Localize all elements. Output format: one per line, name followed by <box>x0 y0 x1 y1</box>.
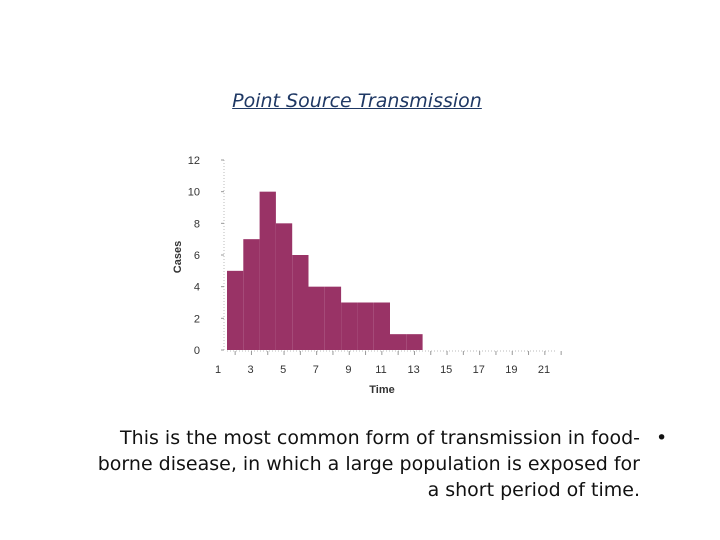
bar-time-8 <box>341 302 358 350</box>
caption-text: This is the most common form of transmis… <box>60 425 640 503</box>
x-tick-label-9: 9 <box>345 364 351 376</box>
y-tick-label-8: 8 <box>194 218 200 230</box>
caption-line-1: This is the most common form of transmis… <box>120 427 640 449</box>
bar-time-11 <box>390 334 407 350</box>
bar-time-6 <box>308 286 325 350</box>
bar-time-5 <box>292 255 309 350</box>
y-tick-label-10: 10 <box>188 187 200 199</box>
x-tick-label-15: 15 <box>440 364 452 376</box>
x-tick-label-17: 17 <box>473 364 485 376</box>
x-tick-label-19: 19 <box>505 364 517 376</box>
bar-time-1 <box>227 270 244 350</box>
bar-time-9 <box>357 302 374 350</box>
y-tick-label-12: 12 <box>188 155 200 167</box>
bar-time-4 <box>275 223 293 350</box>
y-tick-label-6: 6 <box>194 250 200 262</box>
y-tick-label-0: 0 <box>194 345 200 357</box>
x-tick-label-1: 1 <box>215 364 221 376</box>
bar-time-10 <box>373 302 390 350</box>
bar-time-3 <box>259 191 276 350</box>
x-tick-label-5: 5 <box>280 364 286 376</box>
bar-time-7 <box>324 286 342 350</box>
caption-line-3: a short period of time. <box>427 479 640 501</box>
bars-group <box>227 191 423 350</box>
caption-line-2: borne disease, in which a large populati… <box>97 453 640 475</box>
x-tick-label-11: 11 <box>375 364 386 376</box>
bar-time-12 <box>406 334 423 350</box>
x-tick-label-3: 3 <box>248 364 254 376</box>
x-axis-label: Time <box>369 384 394 396</box>
bullet-marker: • <box>656 427 668 449</box>
y-tick-label-4: 4 <box>194 282 200 294</box>
x-tick-label-13: 13 <box>407 364 419 376</box>
y-axis-label: Cases <box>172 241 184 273</box>
y-tick-label-2: 2 <box>194 313 200 325</box>
bar-time-2 <box>243 239 260 350</box>
x-tick-label-7: 7 <box>313 364 319 376</box>
slide-title: Point Source Transmission <box>232 90 482 112</box>
x-tick-label-21: 21 <box>538 364 550 376</box>
